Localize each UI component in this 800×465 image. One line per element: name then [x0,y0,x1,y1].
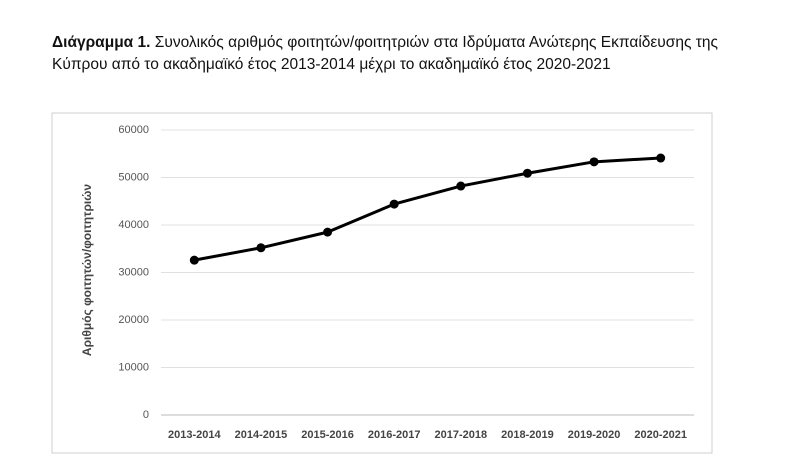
chart-frame [51,112,713,454]
y-tick-label: 40000 [118,219,149,231]
y-tick-label: 10000 [118,361,149,373]
x-tick-label: 2013-2014 [168,429,221,441]
y-tick-label: 60000 [118,124,149,136]
x-tick-label: 2014-2015 [235,429,288,441]
x-tick-label: 2016-2017 [368,429,421,441]
chart-title: Συνολικός αριθμός φοιτητών/φοιτητριών στ… [52,34,718,73]
y-tick-label: 20000 [118,314,149,326]
data-point [323,227,333,237]
y-tick-label: 0 [143,409,149,421]
x-tick-label: 2018-2019 [501,429,554,441]
y-axis-label: Αριθμός φοιτητών/φοιτητριών [80,184,94,356]
figure-label: Διάγραμμα 1. [52,34,151,51]
data-point [656,153,666,163]
y-tick-label: 30000 [118,266,149,278]
x-tick-label: 2015-2016 [301,429,354,441]
y-tick-label: 50000 [118,171,149,183]
data-point [389,199,399,209]
x-tick-label: 2020-2021 [634,429,687,441]
data-point [256,243,266,253]
x-tick-label: 2017-2018 [435,429,488,441]
data-point [522,168,532,178]
data-point [189,255,199,265]
data-point [456,181,466,191]
data-point [589,157,599,167]
caption: Διάγραμμα 1. Συνολικός αριθμός φοιτητών/… [52,32,718,76]
data-line [194,156,661,262]
x-tick-label: 2019-2020 [568,429,621,441]
